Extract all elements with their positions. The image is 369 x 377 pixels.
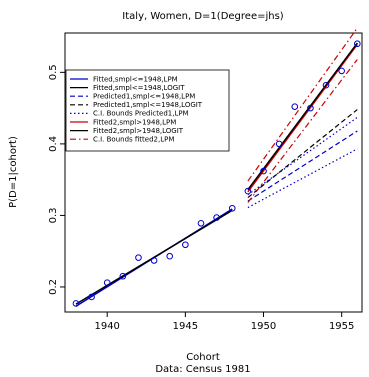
series-line — [247, 130, 358, 202]
x-tick-label: 1955 — [329, 321, 354, 332]
legend-label: Fitted,smpl<=1948,LOGIT — [93, 84, 185, 92]
data-point — [119, 272, 127, 280]
legend-label: C.I. Bounds Predicted1,LPM — [93, 110, 189, 118]
legend-label: Predicted1,smpl<=1948,LPM — [93, 93, 195, 101]
data-point — [244, 187, 252, 195]
legend: Fitted,smpl<=1948,LPMFitted,smpl<=1948,L… — [65, 69, 230, 152]
y-tick-label: 0.2 — [48, 279, 59, 295]
plot-frame — [64, 32, 363, 313]
data-point — [166, 252, 174, 260]
y-tick-label: 0.5 — [48, 64, 59, 80]
x-tick-label: 1940 — [94, 321, 119, 332]
data-point — [307, 104, 314, 112]
data-point — [275, 140, 283, 148]
data-point — [88, 293, 95, 301]
data-point — [150, 257, 158, 264]
series-line — [247, 43, 358, 193]
data-point — [338, 67, 345, 75]
data-point — [260, 167, 267, 175]
chart-title: Italy, Women, D=1(Degree=jhs) — [122, 11, 284, 22]
legend-box — [65, 69, 230, 152]
x-axis-label: Cohort — [186, 352, 220, 363]
data-point — [322, 81, 330, 89]
legend-label: Predicted1,smpl<=1948,LOGIT — [93, 101, 203, 109]
legend-label: C.I. Bounds fitted2,LPM — [93, 136, 174, 144]
y-axis: 0.2 0.3 0.4 0.5 — [48, 64, 65, 295]
data-point — [213, 214, 220, 221]
data-point — [228, 204, 236, 212]
y-tick-label: 0.3 — [48, 207, 59, 223]
legend-label: Fitted,smpl<=1948,LPM — [93, 75, 178, 83]
x-tick-label: 1950 — [251, 321, 276, 332]
y-tick-label: 0.4 — [48, 136, 59, 152]
series-line — [247, 27, 358, 182]
series-line — [247, 148, 358, 209]
data-point — [197, 219, 205, 227]
data-point — [135, 254, 142, 261]
observed-points — [72, 40, 361, 307]
y-axis-label: P(D=1|cohort) — [8, 136, 19, 208]
series-line — [247, 42, 358, 191]
x-axis: 1940 1945 1950 1955 — [94, 312, 354, 332]
data-point — [291, 103, 299, 110]
chart-subtitle: Data: Census 1981 — [155, 364, 250, 375]
series-line — [247, 109, 358, 199]
data-point — [182, 241, 189, 249]
legend-label: Fitted2,smpl>1948,LOGIT — [93, 127, 184, 135]
x-tick-label: 1945 — [173, 321, 198, 332]
series-line — [247, 59, 358, 203]
data-point — [103, 279, 111, 286]
series-line — [247, 116, 358, 196]
data-point — [354, 40, 361, 48]
legend-label: Fitted2,smpl>1948,LPM — [93, 118, 176, 126]
data-point — [72, 300, 80, 307]
